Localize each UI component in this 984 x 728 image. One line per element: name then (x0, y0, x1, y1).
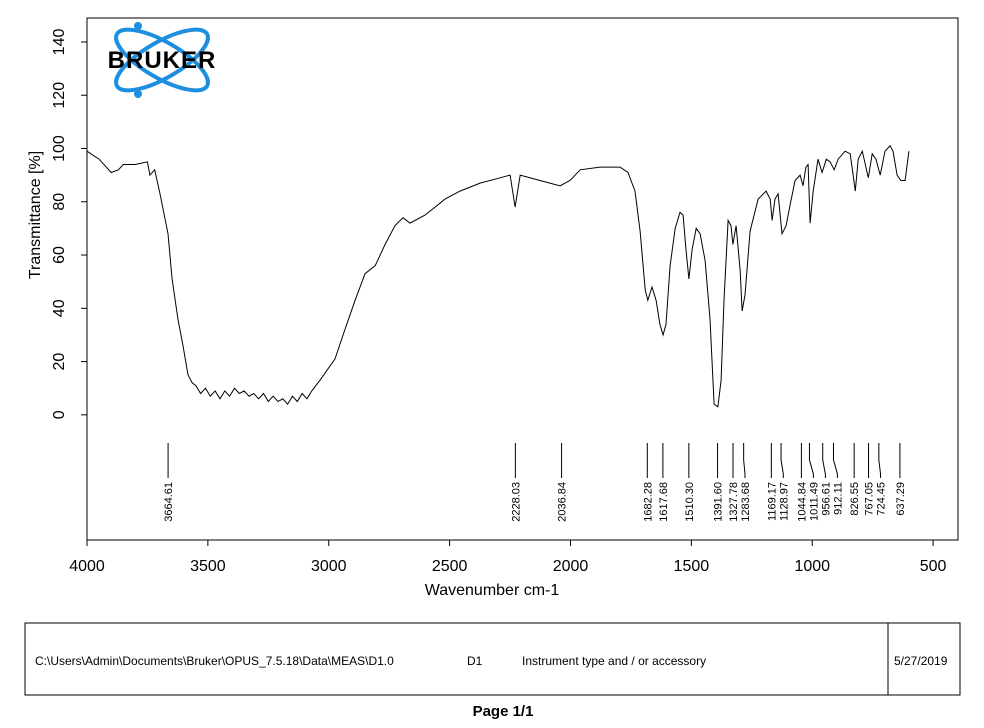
footer-box (24, 622, 961, 696)
date: 5/27/2019 (894, 654, 948, 668)
peak-marker (832, 443, 838, 478)
logo-orbit (114, 27, 210, 93)
x-tick-label: 2000 (553, 558, 589, 575)
peak-label: 1617.68 (658, 482, 670, 522)
peak-label: 3664.61 (163, 482, 175, 522)
y-axis-label: Transmittance [%] (27, 151, 44, 279)
logo: BRUKER (108, 22, 217, 98)
instrument: Instrument type and / or accessory (522, 654, 706, 668)
x-tick-label: 500 (920, 558, 947, 575)
peak-label: 1128.97 (778, 482, 790, 521)
peak-label: 2036.84 (557, 482, 569, 522)
peak-label: 767.05 (864, 482, 876, 516)
peak-label: 1510.30 (684, 482, 696, 522)
peak-marker (822, 443, 826, 478)
x-tick-label: 4000 (69, 558, 105, 575)
peak-label: 826.55 (849, 482, 861, 516)
peak-label: 724.45 (876, 482, 888, 516)
x-tick-label: 3500 (190, 558, 226, 575)
x-tick-label: 2500 (432, 558, 468, 575)
peak-label: 956.61 (820, 482, 832, 516)
logo-dot (134, 90, 142, 98)
peak-label: 1044.84 (796, 482, 808, 522)
logo-text: BRUKER (108, 47, 217, 74)
y-tick-label: 120 (51, 82, 68, 109)
peak-label: 1327.78 (728, 482, 740, 522)
peak-marker (743, 443, 746, 478)
plot-frame (86, 17, 959, 541)
logo-orbit (114, 27, 210, 93)
peak-label: 1391.60 (713, 482, 725, 522)
y-tick-label: 40 (51, 299, 68, 317)
peak-marker (878, 443, 882, 478)
x-tick-label: 3000 (311, 558, 347, 575)
x-axis-label: Wavenumber cm-1 (425, 582, 560, 599)
y-tick-label: 20 (51, 353, 68, 371)
y-tick-label: 140 (51, 29, 68, 56)
peak-label: 637.29 (895, 482, 907, 516)
x-tick-label: 1000 (794, 558, 830, 575)
y-tick-label: 0 (51, 410, 68, 419)
y-tick-label: 60 (51, 246, 68, 264)
peak-label: 1169.17 (766, 482, 778, 521)
x-tick-label: 1500 (674, 558, 710, 575)
peak-marker (780, 443, 784, 478)
y-tick-label: 80 (51, 193, 68, 211)
peak-label: 1283.68 (740, 482, 752, 522)
peak-marker (808, 443, 814, 478)
sample-name: D1 (467, 654, 483, 668)
peak-label: 912.11 (832, 482, 844, 515)
peak-label: 2228.03 (510, 482, 522, 522)
peak-label: 1682.28 (642, 482, 654, 522)
file-path: C:\Users\Admin\Documents\Bruker\OPUS_7.5… (35, 654, 394, 668)
spectrum-line (86, 144, 910, 408)
peak-label: 1011.49 (808, 482, 820, 521)
logo-dot (134, 22, 142, 30)
y-tick-label: 100 (51, 135, 68, 162)
page-number: Page 1/1 (473, 703, 534, 720)
